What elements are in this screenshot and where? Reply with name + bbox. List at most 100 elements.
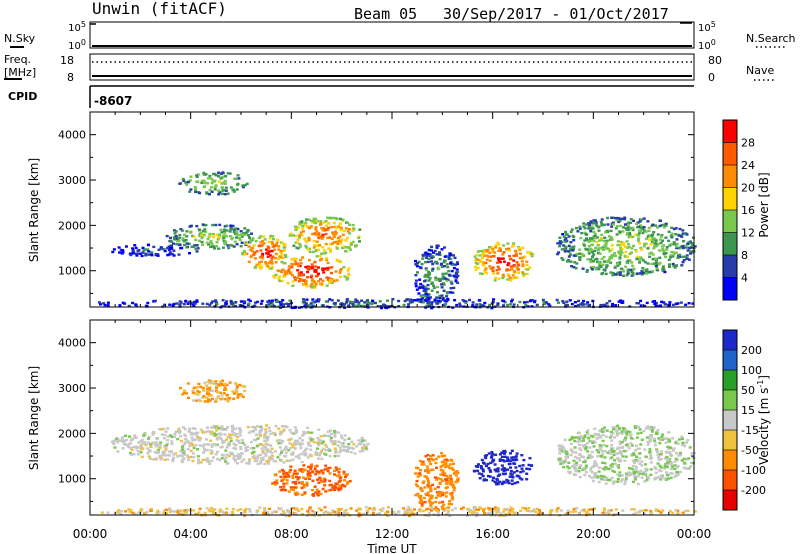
power-cell	[200, 233, 204, 237]
velocity-cell	[334, 482, 338, 485]
velocity-cell	[291, 458, 295, 461]
velocity-cell	[309, 467, 313, 471]
power-cell	[491, 300, 495, 304]
power-cell	[639, 304, 643, 307]
power-cell	[594, 267, 598, 270]
velocity-cell	[316, 478, 319, 481]
velocity-cell	[625, 472, 629, 475]
velocity-cell	[571, 510, 575, 513]
freq-left-tick-bottom: 8	[67, 71, 74, 84]
velocity-cell	[149, 445, 153, 449]
power-cell	[270, 262, 274, 265]
velocity-cell	[599, 454, 603, 458]
power-cell	[324, 242, 328, 246]
velocity-cell	[240, 460, 244, 463]
power-cell	[615, 218, 619, 222]
velocity-cell	[669, 467, 673, 471]
power-cell	[189, 175, 193, 178]
velocity-cell	[438, 501, 442, 504]
power-cell	[674, 251, 678, 254]
velocity-cell	[177, 427, 181, 431]
power-cell	[641, 231, 645, 235]
velocity-cell	[339, 434, 343, 437]
power-cell	[598, 239, 601, 242]
velocity-cell	[210, 445, 214, 448]
velocity-cell	[394, 512, 398, 516]
power-cell	[307, 258, 311, 262]
power-cell	[674, 233, 678, 236]
power-cell	[198, 234, 202, 238]
velocity-cell	[518, 477, 522, 480]
power-cell	[201, 302, 205, 305]
power-cell	[397, 299, 401, 303]
power-cell	[449, 257, 453, 261]
velocity-cell	[163, 433, 167, 437]
velocity-cell	[636, 482, 640, 486]
power-cell	[355, 304, 359, 307]
velocity-cell	[278, 439, 282, 442]
velocity-cell	[266, 511, 270, 514]
velocity-cell	[664, 462, 668, 466]
velocity-cell	[512, 511, 516, 515]
velocity-cell	[106, 511, 110, 514]
power-cell	[497, 243, 501, 246]
velocity-cell	[282, 428, 286, 432]
velocity-cell	[120, 438, 124, 441]
power-cell	[435, 262, 439, 265]
velocity-cell	[471, 511, 475, 515]
velocity-cell	[523, 507, 527, 510]
velocity-cell	[491, 479, 495, 482]
velocity-cell	[600, 474, 603, 478]
velocity-cell	[609, 430, 613, 434]
power-cell	[533, 300, 536, 304]
velocity-cell	[509, 466, 512, 469]
power-cell	[102, 302, 106, 305]
power-cell	[583, 244, 586, 247]
power-cell	[423, 280, 427, 283]
power-cell	[141, 251, 145, 254]
velocity-cell	[530, 464, 534, 467]
power-cell	[219, 228, 223, 231]
velocity-cell	[287, 514, 291, 518]
power-cell	[287, 269, 291, 272]
power-cell	[225, 224, 229, 227]
velocity-cell	[638, 462, 642, 465]
power-ylabel: Slant Range [km]	[27, 158, 41, 262]
power-cell	[238, 238, 242, 242]
power-cell	[482, 254, 486, 257]
power-cell	[300, 221, 304, 225]
power-cell	[314, 270, 318, 273]
velocity-cell	[317, 428, 321, 431]
power-cell	[682, 240, 686, 243]
power-cell	[622, 244, 626, 247]
power-cell	[430, 307, 434, 310]
power-cell	[249, 240, 253, 243]
power-region-5	[178, 171, 249, 196]
power-cell	[600, 257, 604, 261]
power-cell	[309, 302, 313, 305]
power-cell	[497, 268, 501, 271]
power-cell	[232, 188, 236, 192]
velocity-cell	[149, 509, 153, 513]
velocity-cell	[300, 482, 304, 486]
power-cell	[328, 280, 332, 283]
power-cell	[685, 254, 689, 257]
velocity-cell	[659, 453, 663, 456]
power-cell	[223, 304, 227, 307]
power-cell	[344, 227, 348, 230]
velocity-cell	[232, 442, 236, 445]
velocity-cell	[666, 445, 670, 449]
velocity-cell	[584, 466, 588, 469]
velocity-cell	[127, 443, 131, 446]
power-cell	[307, 239, 311, 242]
power-cell	[509, 303, 512, 306]
velocity-cell	[588, 474, 591, 478]
velocity-cell	[498, 458, 502, 461]
velocity-cell	[527, 463, 531, 467]
power-cell	[235, 233, 239, 236]
velocity-cell	[294, 480, 298, 484]
power-cell	[519, 252, 522, 255]
power-cell	[187, 300, 191, 304]
power-cell	[618, 257, 622, 260]
power-cell	[426, 260, 430, 264]
